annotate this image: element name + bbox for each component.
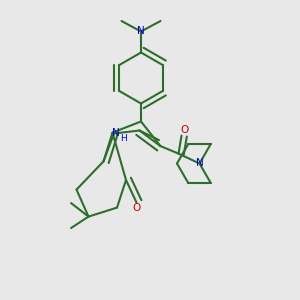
Text: N: N	[137, 26, 145, 37]
Text: N: N	[112, 128, 119, 139]
Text: O: O	[180, 125, 189, 135]
Text: N: N	[196, 158, 203, 169]
Text: H: H	[120, 134, 127, 143]
Text: O: O	[132, 203, 141, 213]
